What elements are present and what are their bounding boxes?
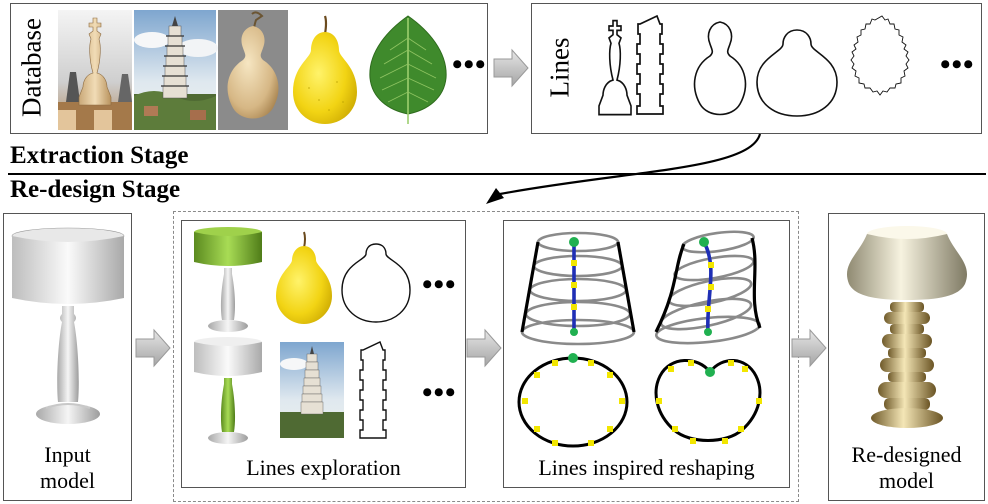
lamp-green-stem [194, 337, 262, 444]
output-caption-line1: Re-designed [851, 442, 962, 467]
database-label: Database [16, 18, 47, 117]
exploration-pear-outline [341, 243, 411, 323]
input-lamp-model [11, 227, 125, 424]
database-ellipsis: ••• [452, 48, 487, 81]
arrow-reshaping-to-output [791, 328, 827, 368]
exploration-ellipsis-top: ••• [422, 268, 457, 301]
output-caption-line2: model [879, 468, 934, 493]
redesigned-lamp-model [846, 226, 968, 428]
extracted-outlines [598, 14, 910, 117]
section-reshaped [654, 359, 762, 444]
curved-flow-arrow [486, 133, 762, 204]
lines-label: Lines [544, 37, 575, 98]
lamp-green-shade [194, 227, 262, 332]
reshaping-caption: Lines inspired reshaping [538, 455, 755, 480]
stage-divider [8, 173, 986, 175]
exploration-pear [276, 231, 332, 324]
pagoda-photo [134, 10, 218, 130]
output-model-caption: Re-designed model [828, 442, 985, 494]
arrow-database-to-lines [493, 48, 529, 88]
pear-photo [289, 10, 363, 130]
redesign-stage-title: Re-design Stage [10, 176, 181, 203]
arrow-input-to-exploration [135, 328, 171, 368]
exploration-ellipsis-bottom: ••• [422, 376, 457, 409]
input-caption-line2: model [40, 468, 95, 493]
exploration-pagoda [280, 342, 344, 438]
lines-ellipsis: ••• [940, 48, 975, 81]
reshaping-frame-original [520, 231, 636, 346]
gourd-photo [218, 10, 288, 130]
arrow-exploration-to-reshaping [466, 328, 502, 368]
reshaping-frame-deformed [654, 230, 762, 345]
input-model-caption: Input model [3, 442, 132, 494]
input-caption-line1: Input [44, 442, 91, 467]
chess-piece-photo [58, 10, 132, 130]
extraction-stage-title: Extraction Stage [10, 142, 189, 169]
exploration-caption: Lines exploration [246, 455, 401, 480]
leaf-photo [365, 10, 451, 130]
exploration-pagoda-outline [359, 341, 387, 439]
section-original [517, 353, 629, 448]
